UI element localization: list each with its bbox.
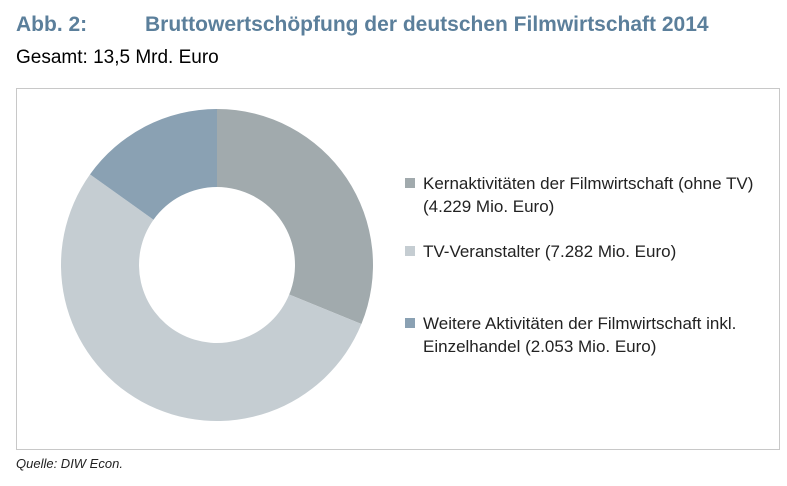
chart-subtitle: Gesamt: 13,5 Mrd. Euro <box>16 47 219 68</box>
legend-label-weitere-aktivitaeten: Weitere Aktivitäten der Filmwirtschaft i… <box>423 314 737 356</box>
donut-slice-tv-veranstalter <box>61 174 362 421</box>
legend-item-weitere-aktivitaeten: Weitere Aktivitäten der Filmwirtschaft i… <box>405 312 765 358</box>
chart-title: Bruttowertschöpfung der deutschen Filmwi… <box>145 13 709 36</box>
donut-slice-weitere-aktivitaeten <box>90 109 217 220</box>
legend-label-kernaktivitaeten: Kernaktivitäten der Filmwirtschaft (ohne… <box>423 174 754 216</box>
legend-swatch-kernaktivitaeten <box>405 178 415 188</box>
legend-swatch-weitere-aktivitaeten <box>405 318 415 328</box>
source-note: Quelle: DIW Econ. <box>16 456 123 471</box>
legend-item-kernaktivitaeten: Kernaktivitäten der Filmwirtschaft (ohne… <box>405 172 765 218</box>
legend-item-tv-veranstalter: TV-Veranstalter (7.282 Mio. Euro) <box>405 240 765 263</box>
legend-label-tv-veranstalter: TV-Veranstalter (7.282 Mio. Euro) <box>423 242 677 261</box>
legend-swatch-tv-veranstalter <box>405 246 415 256</box>
figure-label: Abb. 2: <box>16 13 88 36</box>
donut-slice-kernaktivitaeten <box>217 109 374 325</box>
chart-frame <box>16 88 780 450</box>
